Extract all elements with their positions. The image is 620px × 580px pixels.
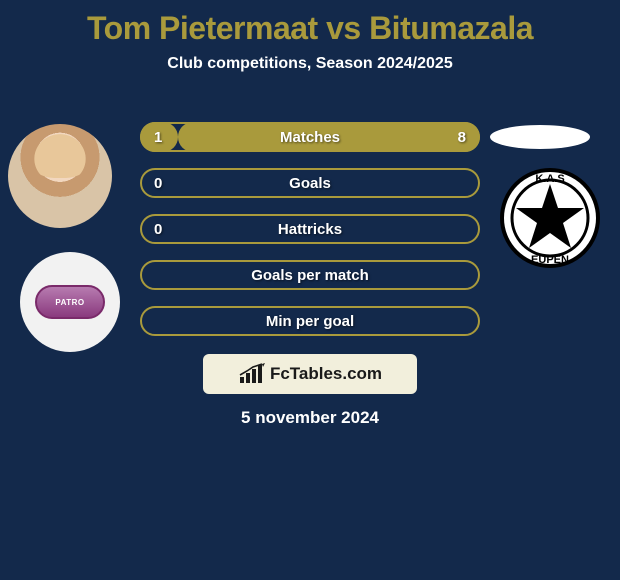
stat-bar: Hattricks0 bbox=[140, 214, 480, 244]
stat-bar-label: Hattricks bbox=[140, 214, 480, 244]
stat-bar-left-value: 1 bbox=[154, 122, 162, 152]
stat-bar-left-value: 0 bbox=[154, 214, 162, 244]
player-right-avatar bbox=[490, 125, 590, 149]
stat-bar: Goals per match bbox=[140, 260, 480, 290]
subtitle: Club competitions, Season 2024/2025 bbox=[0, 55, 620, 73]
brand-chart-icon bbox=[238, 363, 266, 385]
svg-text:EUPEN: EUPEN bbox=[531, 254, 569, 266]
stat-bar-label: Matches bbox=[140, 122, 480, 152]
stat-bar-left-value: 0 bbox=[154, 168, 162, 198]
svg-text:K.A.S: K.A.S bbox=[535, 173, 564, 185]
page-title: Tom Pietermaat vs Bitumazala bbox=[0, 0, 620, 47]
stat-bar-right-value: 8 bbox=[458, 122, 466, 152]
club-left-badge: PATRO bbox=[20, 252, 120, 352]
club-right-badge-svg: K.A.S EUPEN bbox=[500, 168, 600, 268]
stat-bar: Matches1 8 bbox=[140, 122, 480, 152]
date-line: 5 november 2024 bbox=[0, 408, 620, 428]
club-left-badge-text: PATRO bbox=[35, 285, 105, 319]
club-right-badge: K.A.S EUPEN bbox=[500, 168, 600, 268]
stat-bar: Min per goal bbox=[140, 306, 480, 336]
stat-bars: Matches18Goals0Hattricks0Goals per match… bbox=[140, 122, 480, 352]
comparison-infographic: Tom Pietermaat vs Bitumazala Club compet… bbox=[0, 0, 620, 580]
stat-bar-label: Goals per match bbox=[140, 260, 480, 290]
player-left-avatar bbox=[8, 124, 112, 228]
stat-bar: Goals0 bbox=[140, 168, 480, 198]
brand-box: FcTables.com bbox=[203, 354, 417, 394]
brand-text: FcTables.com bbox=[270, 364, 382, 384]
stat-bar-label: Goals bbox=[140, 168, 480, 198]
stat-bar-label: Min per goal bbox=[140, 306, 480, 336]
